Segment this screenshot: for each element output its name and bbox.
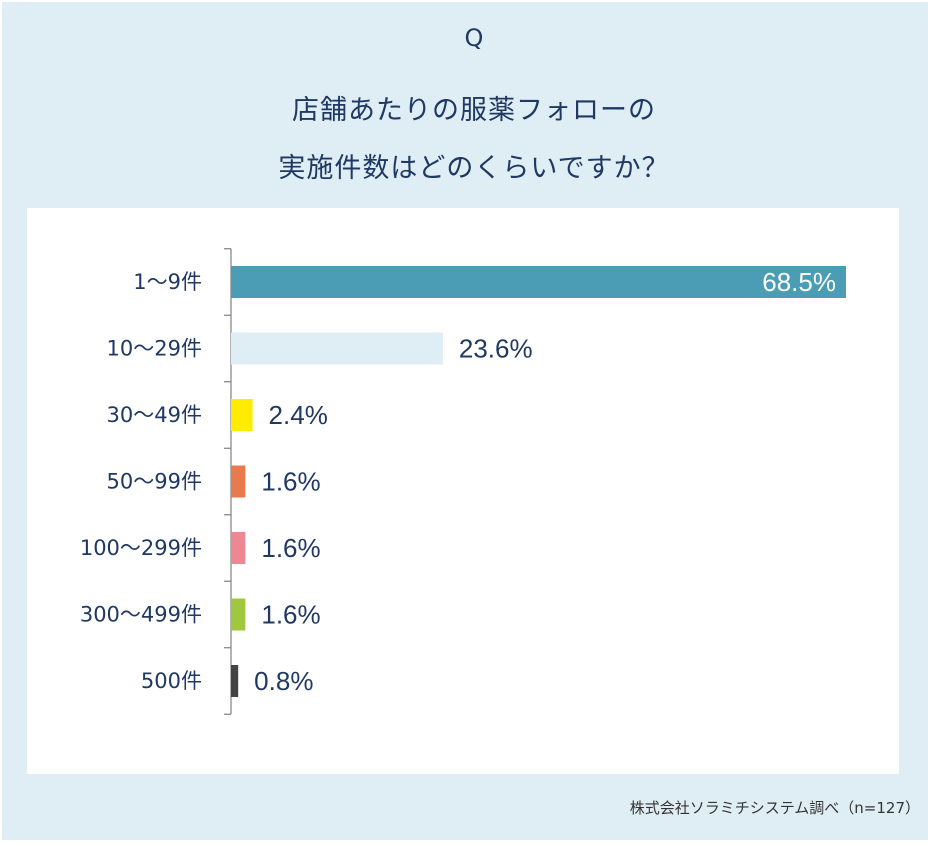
category-label: 10〜29件 (107, 337, 202, 361)
value-label: 23.6% (459, 334, 533, 364)
source-note: 株式会社ソラミチシステム調べ（n=127） (629, 799, 920, 817)
value-label: 1.6% (261, 600, 320, 630)
bar (231, 598, 246, 631)
category-label: 50〜99件 (107, 470, 202, 494)
bar (231, 266, 846, 298)
bar (231, 332, 443, 365)
value-label: 0.8% (254, 666, 313, 696)
bar (231, 665, 239, 697)
chart-panel (27, 208, 899, 774)
bar (231, 532, 246, 564)
category-label: 1〜9件 (133, 270, 202, 294)
value-label: 2.4% (269, 400, 328, 430)
value-label: 68.5% (762, 267, 836, 297)
category-label: 500件 (141, 669, 202, 693)
bar (231, 465, 246, 498)
chart-title-line-1: 店舗あたりの服薬フォローの (292, 95, 656, 126)
chart-title-line-2: 実施件数はどのくらいですか？ (278, 153, 670, 184)
value-label: 1.6% (261, 467, 320, 497)
category-label: 100〜299件 (80, 536, 202, 560)
category-label: 30〜49件 (107, 403, 202, 427)
value-label: 1.6% (261, 533, 320, 563)
category-label: 300〜499件 (80, 603, 202, 627)
bar (231, 399, 253, 431)
question-mark: Q (464, 24, 484, 52)
